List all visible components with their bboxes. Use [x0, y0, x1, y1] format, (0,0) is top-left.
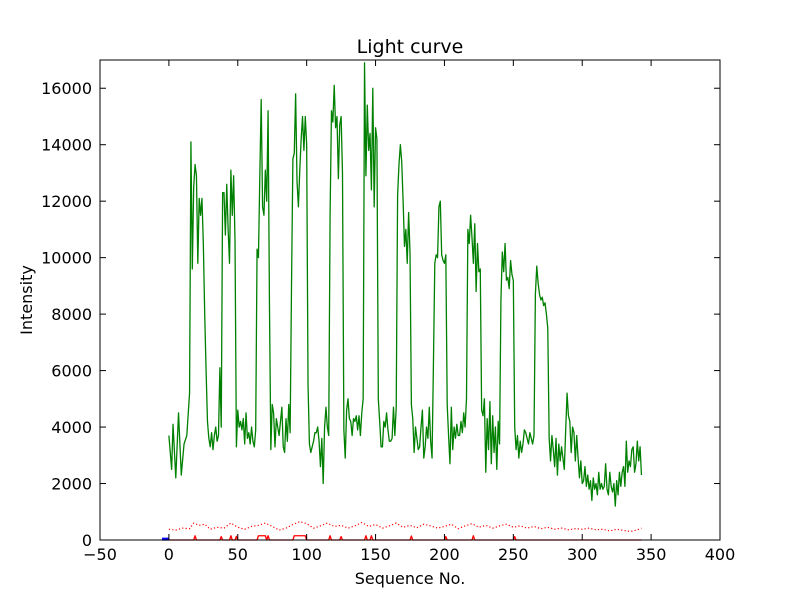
plot-frame — [99, 59, 721, 541]
y-tick-label: 10000 — [41, 249, 92, 268]
y-tick-label: 0 — [82, 531, 92, 550]
y-axis-label: Intensity — [17, 265, 36, 335]
y-tick-label: 8000 — [51, 305, 92, 324]
y-tick-label: 14000 — [41, 136, 92, 155]
y-tick-label: 6000 — [51, 362, 92, 381]
x-tick-label: 50 — [228, 545, 248, 564]
x-tick-label: 150 — [360, 545, 391, 564]
series-line-3 — [168, 535, 642, 541]
x-tick-label: 400 — [705, 545, 736, 564]
x-tick-label: 100 — [291, 545, 322, 564]
series-line-1 — [168, 62, 643, 507]
chart-title: Light curve — [357, 36, 464, 58]
x-tick-label: 0 — [164, 545, 174, 564]
x-tick-label: 350 — [636, 545, 667, 564]
series-layer — [162, 62, 643, 541]
y-tick-label: 2000 — [51, 475, 92, 494]
y-tick-label: 12000 — [41, 192, 92, 211]
x-tick-label: −50 — [83, 545, 117, 564]
y-tick-label: 16000 — [41, 79, 92, 98]
x-tick-label: 200 — [429, 545, 460, 564]
x-tick-label: 300 — [567, 545, 598, 564]
tick-layer: −50 0 50 100 150 200 250 300 350 4000200040006000… — [41, 60, 735, 564]
series-line-2 — [168, 521, 642, 533]
y-tick-label: 4000 — [51, 418, 92, 437]
x-tick-label: 250 — [498, 545, 529, 564]
x-axis-label: Sequence No. — [355, 569, 466, 588]
